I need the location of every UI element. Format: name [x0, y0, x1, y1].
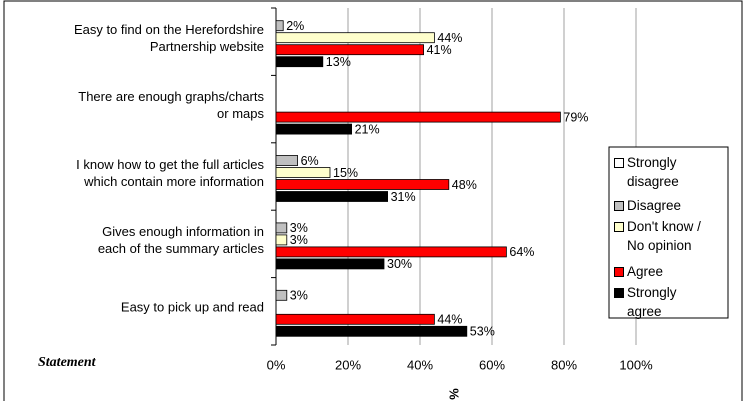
category-label: There are enough graphs/charts or maps [78, 89, 264, 122]
legend-swatch [614, 158, 624, 168]
bar [275, 44, 425, 56]
data-label: 3% [290, 221, 308, 235]
x-tick-label: 80% [551, 357, 577, 372]
bar [275, 191, 388, 202]
bar [275, 234, 288, 246]
x-tick-label: 40% [407, 357, 433, 372]
data-label: 53% [470, 325, 495, 339]
bar [275, 56, 324, 68]
bar [275, 155, 299, 166]
data-label: 44% [437, 31, 462, 45]
category-label: Easy to pick up and read [120, 299, 264, 315]
data-label: 21% [355, 122, 380, 136]
category-label: Gives enough information in each of the … [97, 223, 264, 256]
data-label: 44% [437, 313, 462, 327]
data-label: 79% [563, 110, 588, 124]
bar [275, 167, 331, 178]
legend-swatch [614, 267, 624, 277]
x-tick-label: 20% [335, 357, 361, 372]
category-label: I know how to get the full articles whic… [76, 156, 264, 189]
legend-label: Disagree [627, 198, 682, 213]
legend-swatch [614, 222, 624, 232]
data-label: 3% [290, 233, 308, 247]
data-label: 2% [286, 19, 304, 33]
bar [275, 32, 435, 44]
data-label: 15% [333, 166, 358, 180]
x-tick-label: 100% [619, 357, 653, 372]
chart-border [3, 0, 743, 401]
data-label: 41% [427, 43, 452, 57]
data-label: 3% [290, 289, 308, 303]
bar [275, 222, 288, 234]
data-label: 64% [509, 245, 534, 259]
legend-label: Don't know / No opinion [627, 219, 701, 253]
bar [275, 325, 468, 337]
legend-box [608, 146, 729, 319]
bar [275, 179, 450, 190]
bar [275, 289, 288, 301]
data-label: 30% [387, 257, 412, 271]
data-label: 48% [452, 178, 477, 192]
y-axis-title: Statement [38, 355, 97, 370]
bar [275, 123, 352, 135]
bar [275, 246, 507, 258]
x-tick-label: 60% [479, 357, 505, 372]
bar [275, 258, 385, 270]
x-tick-label: 0% [267, 357, 286, 372]
legend-label: Strongly agree [627, 285, 677, 319]
data-label: 13% [326, 55, 351, 69]
legend-label: Strongly disagree [627, 155, 679, 189]
bar [275, 111, 561, 123]
legend-label: Agree [627, 264, 664, 279]
legend-swatch [614, 201, 624, 211]
legend-swatch [614, 288, 624, 298]
data-label: 6% [301, 154, 319, 168]
bar [275, 20, 284, 32]
category-label: Easy to find on the Herefordshire Partne… [73, 21, 264, 54]
data-label: 31% [391, 190, 416, 204]
bar [275, 313, 435, 325]
x-axis-title: % [447, 388, 462, 400]
